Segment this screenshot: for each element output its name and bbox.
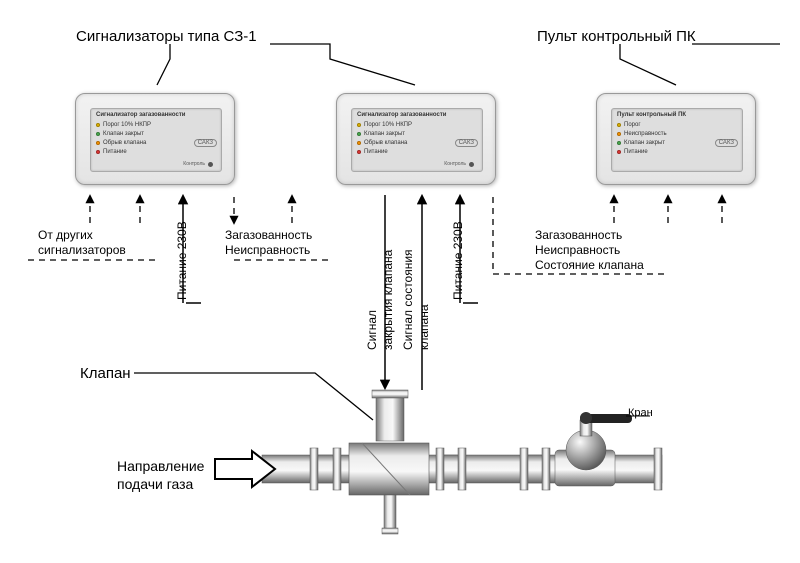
panel-title: Сигнализатор загазованности	[96, 112, 216, 118]
panel-row-text: Обрыв клапана	[103, 140, 146, 146]
label-pk: Пульт контрольный ПК	[537, 28, 696, 45]
label-from-others: От другихсигнализаторов	[38, 228, 126, 258]
led-icon	[357, 132, 361, 136]
device-panel: Пульт контрольный ПК Порог Неисправность…	[611, 108, 743, 172]
led-icon	[357, 150, 361, 154]
label-to-pk: ЗагазованностьНеисправностьСостояние кла…	[535, 228, 644, 273]
device-sz-1: Сигнализатор загазованности Порог 10% НК…	[75, 93, 235, 185]
led-icon	[617, 123, 621, 127]
led-icon	[357, 123, 361, 127]
panel-row-text: Клапан закрыт	[103, 131, 144, 137]
panel-row-text: Порог	[624, 122, 641, 128]
control-label: Контроль	[444, 161, 474, 167]
panel-row-text: Клапан закрыт	[624, 140, 665, 146]
label-power-2: Питание 230В	[451, 221, 465, 300]
label-state-valve-1: Сигнал состояния	[401, 249, 415, 350]
panel-row-text: Порог 10% НКПР	[103, 122, 151, 128]
device-panel: Сигнализатор загазованности Порог 10% НК…	[351, 108, 483, 172]
label-pu: Ру 1	[380, 451, 402, 463]
label-valve: Клапан	[80, 365, 131, 384]
led-icon	[617, 141, 621, 145]
device-pk: Пульт контрольный ПК Порог Неисправность…	[596, 93, 756, 185]
led-icon	[96, 123, 100, 127]
panel-row-text: Питание	[103, 149, 127, 155]
panel-row-text: Клапан закрыт	[364, 131, 405, 137]
label-tap: Кран	[628, 407, 653, 419]
label-sz: Сигнализаторы типа СЗ-1	[76, 28, 257, 45]
control-label: Контроль	[183, 161, 213, 167]
control-dot-icon	[469, 162, 474, 167]
led-icon	[617, 132, 621, 136]
brand-badge: САКЗ	[194, 139, 217, 147]
led-icon	[357, 141, 361, 145]
led-icon	[96, 141, 100, 145]
panel-title: Сигнализатор загазованности	[357, 112, 477, 118]
control-dot-icon	[208, 162, 213, 167]
panel-row-text: Питание	[624, 149, 648, 155]
label-power-1: Питание 230В	[175, 221, 189, 300]
panel-row-text: Порог 10% НКПР	[364, 122, 412, 128]
device-sz-2: Сигнализатор загазованности Порог 10% НК…	[336, 93, 496, 185]
brand-badge: САКЗ	[455, 139, 478, 147]
label-gas-fault: ЗагазованностьНеисправность	[225, 228, 312, 258]
led-icon	[617, 150, 621, 154]
panel-row-text: Обрыв клапана	[364, 140, 407, 146]
label-close-valve-2: закрытия клапана	[381, 250, 395, 350]
label-flow: Направлениеподачи газа	[117, 458, 204, 493]
panel-row-text: Питание	[364, 149, 388, 155]
device-panel: Сигнализатор загазованности Порог 10% НК…	[90, 108, 222, 172]
label-state-valve-2: клапана	[417, 304, 431, 350]
brand-badge: САКЗ	[715, 139, 738, 147]
led-icon	[96, 150, 100, 154]
led-icon	[96, 132, 100, 136]
panel-title: Пульт контрольный ПК	[617, 112, 737, 118]
panel-row-text: Неисправность	[624, 131, 667, 137]
label-close-valve-1: Сигнал	[365, 310, 379, 350]
